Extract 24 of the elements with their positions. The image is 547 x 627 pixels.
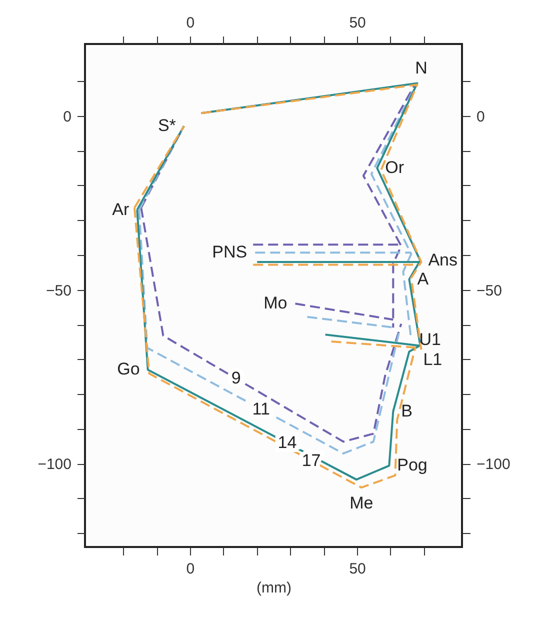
annotation: Pog	[397, 456, 428, 475]
annotation: 11	[252, 399, 270, 418]
annotation: A	[417, 269, 430, 288]
annotation: U1	[419, 330, 441, 349]
annotation: N	[415, 58, 428, 78]
y-tick-label: 0	[63, 108, 72, 126]
annotation: Or	[385, 158, 404, 178]
annotation: B	[401, 401, 412, 420]
annotation: L1	[423, 350, 442, 369]
x2-tick-label: 50	[349, 14, 366, 32]
y-tick-label: −50	[46, 282, 72, 300]
annotation: Go	[117, 360, 140, 379]
annotation: S*	[158, 116, 176, 136]
annotation: Mo	[264, 294, 288, 313]
x2-tick-label: 0	[186, 14, 195, 32]
x-axis-title: (mm)	[256, 580, 292, 596]
y2-tick-label: −100	[476, 456, 510, 474]
y-tick-label: −100	[38, 456, 72, 474]
annotation: Ans	[428, 250, 458, 270]
annotation: PNS	[212, 242, 248, 262]
annotation: Ar	[112, 200, 130, 219]
y2-tick-label: 0	[476, 108, 485, 126]
y2-tick-label: −50	[476, 282, 502, 300]
annotation: Me	[350, 494, 374, 513]
